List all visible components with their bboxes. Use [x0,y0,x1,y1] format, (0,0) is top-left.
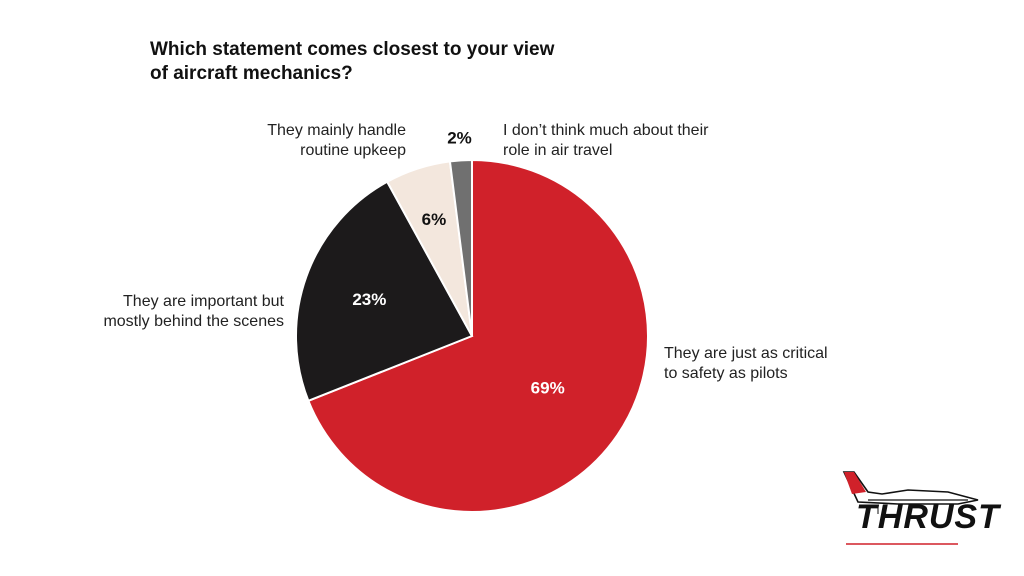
pct-label-critical: 69% [531,378,565,397]
slice-label-routine-upkeep-line-2: routine upkeep [300,142,406,159]
slice-label-dont-think-line-2: role in air travel [503,142,613,159]
chart-title-line-2: of aircraft mechanics? [150,63,353,84]
slice-label-critical-line-1: They are just as critical [664,345,828,362]
chart-title-line-1: Which statement comes closest to your vi… [150,39,555,60]
slice-label-behind-scenes-line-1: They are important but [123,293,284,310]
pie-slice-critical [307,158,649,513]
pie-slice-behind-scenes [295,180,474,403]
pct-label-dont-think: 2% [447,129,472,148]
slice-label-routine-upkeep: They mainly handle routine upkeep [200,121,406,161]
slice-label-behind-scenes: They are important but mostly behind the… [60,292,284,332]
slice-label-dont-think: I don’t think much about their role in a… [503,121,708,161]
pie-slice-dont-think [448,158,473,337]
slice-label-routine-upkeep-line-1: They mainly handle [267,122,406,139]
chart-title: Which statement comes closest to your vi… [150,38,610,86]
slice-label-critical-line-2: to safety as pilots [664,365,788,382]
thrust-logo: THRUST [838,470,999,550]
slice-label-critical: They are just as critical to safety as p… [664,344,828,384]
pct-label-behind-scenes: 23% [352,290,386,309]
logo-text: THRUST [856,498,1000,536]
slice-label-dont-think-line-1: I don’t think much about their [503,122,709,139]
slice-label-behind-scenes-line-2: mostly behind the scenes [103,313,284,330]
plane-icon [842,471,979,545]
pct-label-routine-upkeep: 6% [422,210,447,229]
